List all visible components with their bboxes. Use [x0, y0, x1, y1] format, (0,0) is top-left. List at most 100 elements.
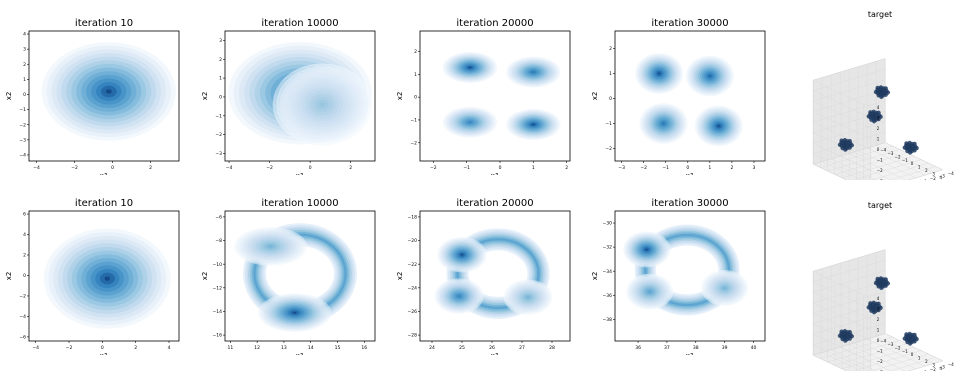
x-tick-label: −3 — [887, 342, 893, 347]
plot-title: target — [868, 201, 892, 210]
plot-title: iteration 10 — [75, 18, 133, 29]
grid-line — [889, 357, 936, 371]
y-tick-label: −4 — [19, 153, 26, 159]
y-tick-label: −22 — [408, 262, 418, 268]
grid-line — [813, 249, 886, 272]
x-tick-label: 25 — [459, 345, 465, 351]
y-tick-label: −3 — [939, 174, 945, 179]
x-tick-label: 14 — [308, 345, 314, 351]
y-tick-label: −20 — [408, 238, 418, 244]
target-cluster — [837, 138, 854, 152]
ring-contour — [456, 238, 540, 310]
density-plot: iteration 10000 x1 x2 11 12 13 14 15 16 −6 −8 −10 −1… — [201, 198, 376, 355]
z-tick-label: 0 — [877, 147, 880, 152]
y-axis-label: x2 — [591, 272, 599, 281]
y-tick-label: −2 — [19, 122, 26, 128]
y-tick-label: −14 — [213, 309, 223, 315]
x-tick-label: 24 — [429, 345, 435, 351]
y-tick-label: −1 — [410, 118, 417, 124]
z-tick-label: 1 — [877, 327, 880, 332]
grid-line — [813, 313, 871, 341]
y-tick-label: −18 — [408, 215, 418, 221]
x-tick-label: 0 — [686, 165, 689, 171]
y-axis-label: x2 — [5, 272, 13, 281]
grid-line — [822, 352, 862, 371]
x-tick-label: 2 — [565, 165, 568, 171]
grid-line — [813, 164, 848, 180]
grid-line — [840, 346, 892, 371]
x-tick-label: 27 — [519, 345, 525, 351]
y-tick-label: −2 — [930, 367, 936, 371]
z-tick-label: 3 — [877, 306, 880, 311]
grid-line — [849, 153, 906, 180]
target-cluster — [866, 109, 883, 124]
x-tick-label: −4 — [33, 165, 40, 171]
y-tick-label: −1 — [921, 370, 927, 371]
mode-contour — [708, 75, 711, 77]
x-tick-label: −2 — [266, 165, 273, 171]
plot-frame — [28, 210, 180, 342]
x-tick-label: −1 — [902, 158, 908, 163]
mode-contour — [723, 287, 726, 289]
x-axis-label: x1 — [296, 172, 305, 175]
mode-contour — [526, 296, 530, 299]
x-tick-label: −1 — [662, 165, 669, 171]
y-axis-label: x2 — [591, 92, 599, 101]
x-tick-label: 0 — [101, 345, 104, 351]
grid-line — [813, 271, 871, 299]
z-tick-label: −3 — [877, 369, 883, 371]
y-tick-label: −36 — [603, 293, 613, 299]
grid-line — [813, 111, 871, 140]
x-axis-label: x1 — [100, 352, 109, 355]
z-tick-label: 3 — [877, 115, 880, 120]
mode-contour — [468, 66, 472, 69]
y-tick-label: −2 — [215, 132, 222, 138]
mode-contour — [658, 72, 661, 75]
y-tick-label: −2 — [410, 140, 417, 146]
x-tick-label: −2 — [66, 345, 73, 351]
grid-line — [822, 161, 862, 180]
y-tick-label: −3 — [215, 151, 222, 157]
plot-title: iteration 10 — [75, 198, 133, 209]
y-tick-label: −24 — [408, 285, 418, 291]
x-tick-label: 4 — [168, 345, 171, 351]
grid-line — [849, 344, 906, 371]
x-tick-label: −2 — [895, 154, 901, 159]
y-tick-label: −12 — [213, 285, 223, 291]
grid-line — [852, 350, 922, 371]
x-tick-label: 2 — [149, 165, 152, 171]
x-tick-label: 0 — [911, 161, 914, 166]
target-cluster — [837, 329, 854, 343]
y-tick-label: 3 — [23, 47, 26, 53]
y-tick-label: −38 — [603, 317, 613, 323]
y-tick-label: −16 — [213, 333, 223, 339]
y-tick-label: −4 — [948, 362, 954, 367]
mode-contour — [717, 125, 720, 127]
grid-line — [813, 280, 886, 303]
plot-frame — [28, 30, 180, 162]
y-tick-label: −2 — [605, 146, 612, 152]
x-tick-label: −3 — [887, 151, 893, 156]
mode-contour — [532, 123, 535, 126]
ring-contour — [644, 233, 731, 306]
plot-title: iteration 30000 — [651, 18, 728, 29]
y-tick-label: 0 — [414, 95, 417, 101]
x-tick-label: 40 — [751, 345, 757, 351]
x-tick-label: 26 — [489, 345, 495, 351]
x-tick-label: 1 — [918, 356, 921, 361]
x-tick-label: −3 — [618, 165, 625, 171]
z-tick-label: −1 — [877, 348, 883, 353]
x-tick-label: 2 — [349, 165, 352, 171]
x-tick-label: −2 — [895, 345, 901, 350]
grid-line — [813, 58, 886, 81]
y-tick-label: −2 — [930, 176, 936, 180]
density-contours — [41, 42, 176, 141]
y-tick-label: 0 — [23, 92, 26, 98]
x-axis-label: x1 — [491, 352, 500, 355]
x-tick-label: −2 — [430, 165, 437, 171]
grid-line — [813, 101, 871, 129]
grid-line — [813, 89, 886, 112]
mode-contour — [468, 121, 472, 123]
grid-line — [813, 292, 871, 320]
y-tick-label: −2 — [19, 294, 26, 300]
